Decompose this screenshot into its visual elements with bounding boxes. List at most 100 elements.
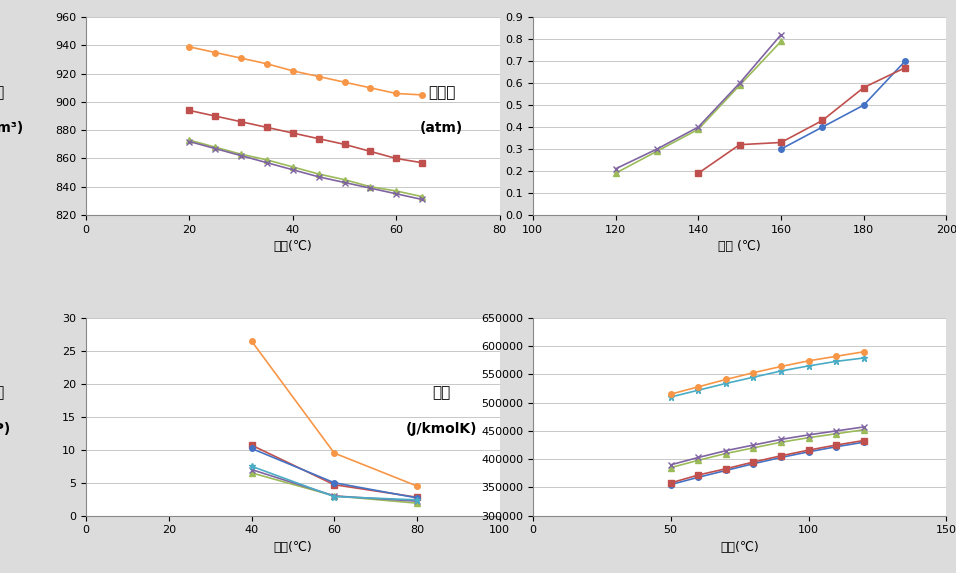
Line: A1 실험값: A1 실험값 [778,58,908,152]
Line: M2 추정값: M2 추정값 [613,32,784,172]
A1 추정값 [816,117,828,124]
R2 추정값 [209,49,221,56]
M2 실험값 [313,171,324,178]
Text: (kg/m³): (kg/m³) [0,121,24,135]
M2 실험값 [338,176,350,183]
A1 추정값 [748,458,759,465]
A1 실험값 [831,444,842,450]
R2 추정값 [665,391,677,398]
A1 추정값 [858,84,869,91]
A1 실험값 [858,439,869,446]
Line: R2 실험값: R2 실험값 [248,463,421,503]
M2 실험값 [734,82,746,89]
Line: R2 추정값: R2 추정값 [249,338,420,489]
M2 실험값 [209,144,221,151]
M2 추정값 [329,492,340,499]
M2 추정값 [287,166,298,173]
A1 추정값 [364,148,376,155]
R2 추정값 [831,353,842,360]
M2 추정값 [775,436,787,443]
M2 실험값 [417,193,428,200]
M2 실험값 [364,183,376,190]
R2 추정값 [858,348,869,355]
R2 추정값 [391,90,402,97]
M2 실험값 [411,500,423,507]
M2 실험값 [775,439,787,446]
A1 추정값 [287,129,298,136]
R2 실험값 [329,493,340,500]
M2 추정값 [775,32,787,38]
M2 추정값 [338,179,350,186]
Line: R2 추정값: R2 추정값 [668,349,866,397]
M2 추정값 [734,80,746,87]
Text: (J/kmolK): (J/kmolK) [406,422,478,435]
X-axis label: 온도(℃): 온도(℃) [273,240,313,253]
M2 추정값 [692,124,704,131]
M2 실험값 [720,450,731,457]
R2 추정값 [246,337,257,344]
M2 실험값 [692,126,704,133]
M2 추정값 [313,174,324,180]
Line: M2 추정값: M2 추정값 [249,467,420,504]
M2 실험값 [651,148,663,155]
A1 추정값 [720,465,731,472]
Legend: A1 추정값, A1 실험값, M2 실험값, M2 추정값, R2 실험값, R2 추정값: A1 추정값, A1 실험값, M2 실험값, M2 추정값, R2 실험값, … [578,319,652,409]
A1 추정값 [209,113,221,120]
M2 실험값 [775,38,787,45]
Text: 점도: 점도 [0,386,4,401]
R2 추정값 [184,44,195,50]
A1 추정값 [775,139,787,146]
A1 추정값 [692,472,704,478]
M2 추정값 [364,185,376,191]
R2 추정값 [364,84,376,91]
R2 추정값 [261,60,272,67]
Line: M2 실험값: M2 실험값 [668,427,866,470]
Line: M2 추정값: M2 추정값 [186,139,424,202]
Line: M2 추정값: M2 추정값 [668,424,866,468]
M2 실험값 [803,434,815,441]
R2 추정값 [748,369,759,376]
M2 실험값 [246,469,257,476]
A1 추정값 [246,442,257,449]
M2 추정값 [417,196,428,203]
A1 추정값 [900,64,911,71]
M2 추정값 [803,431,815,438]
M2 추정값 [610,166,621,172]
M2 추정값 [651,146,663,152]
M2 추정값 [748,442,759,449]
Line: R2 추정값: R2 추정값 [186,44,424,97]
M2 실험값 [391,187,402,194]
A1 추정값 [313,135,324,142]
A1 추정값 [831,442,842,449]
Line: M2 실험값: M2 실험값 [613,38,784,176]
R2 실험값 [246,463,257,470]
M2 실험값 [610,170,621,176]
Text: 비열: 비열 [433,386,451,401]
X-axis label: 온도(℃): 온도(℃) [720,541,759,554]
A1 추정값 [329,481,340,488]
Text: 증기압: 증기압 [428,85,455,100]
Line: M2 실험값: M2 실험값 [186,138,424,199]
M2 추정값 [858,423,869,430]
R2 실험값 [692,387,704,394]
R2 추정값 [313,73,324,80]
A1 실험값 [775,146,787,152]
Line: A1 실험값: A1 실험값 [249,446,420,501]
Text: (cP): (cP) [0,422,11,435]
A1 실험값 [665,481,677,488]
M2 추정값 [391,190,402,197]
M2 추정값 [235,152,247,159]
M2 실험값 [261,156,272,163]
R2 실험값 [665,394,677,401]
Text: 밀도: 밀도 [0,85,4,100]
A1 실험값 [720,467,731,474]
R2 추정값 [235,55,247,62]
M2 추정값 [246,466,257,473]
A1 추정값 [417,159,428,166]
R2 추정값 [720,376,731,383]
R2 실험값 [858,355,869,362]
A1 추정값 [665,480,677,486]
Line: A1 추정값: A1 추정값 [695,65,908,176]
R2 실험값 [803,363,815,370]
M2 실험값 [287,163,298,170]
